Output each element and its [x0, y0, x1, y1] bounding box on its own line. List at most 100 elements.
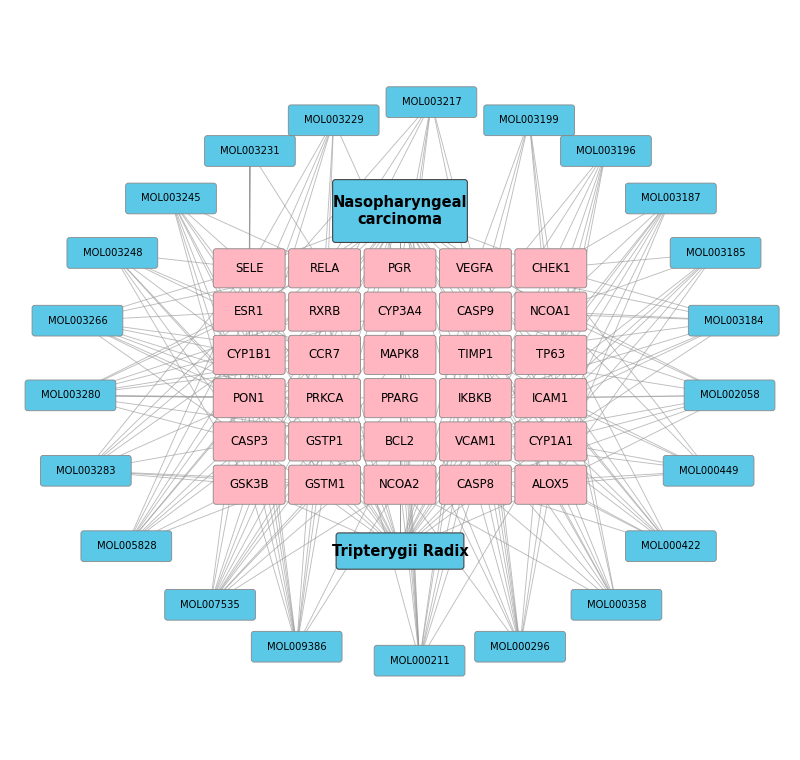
FancyBboxPatch shape	[126, 183, 216, 214]
Text: MOL000296: MOL000296	[490, 641, 550, 652]
Text: CASP9: CASP9	[456, 305, 494, 318]
Text: TP63: TP63	[536, 348, 566, 361]
FancyBboxPatch shape	[214, 335, 285, 375]
Text: IKBKB: IKBKB	[458, 391, 493, 404]
FancyBboxPatch shape	[289, 378, 361, 418]
Text: MOL003231: MOL003231	[220, 146, 280, 156]
Text: MOL007535: MOL007535	[180, 600, 240, 610]
FancyBboxPatch shape	[515, 465, 586, 505]
Text: RXRB: RXRB	[309, 305, 341, 318]
Text: ICAM1: ICAM1	[532, 391, 570, 404]
Text: Nasopharyngeal
carcinoma: Nasopharyngeal carcinoma	[333, 195, 467, 227]
FancyBboxPatch shape	[670, 238, 761, 268]
FancyBboxPatch shape	[515, 335, 586, 375]
Text: NCOA2: NCOA2	[379, 478, 421, 491]
FancyBboxPatch shape	[289, 335, 361, 375]
FancyBboxPatch shape	[515, 422, 586, 461]
Text: MOL002058: MOL002058	[700, 391, 759, 401]
FancyBboxPatch shape	[364, 292, 436, 331]
FancyBboxPatch shape	[214, 465, 285, 505]
Text: MOL003229: MOL003229	[304, 116, 363, 125]
Text: MOL003196: MOL003196	[576, 146, 636, 156]
Text: PON1: PON1	[233, 391, 266, 404]
Text: MOL003248: MOL003248	[82, 248, 142, 258]
FancyBboxPatch shape	[484, 105, 574, 135]
FancyBboxPatch shape	[439, 422, 511, 461]
Text: PRKCA: PRKCA	[306, 391, 344, 404]
FancyBboxPatch shape	[439, 249, 511, 288]
Text: ESR1: ESR1	[234, 305, 264, 318]
FancyBboxPatch shape	[515, 249, 586, 288]
FancyBboxPatch shape	[364, 378, 436, 418]
FancyBboxPatch shape	[364, 465, 436, 505]
FancyBboxPatch shape	[289, 422, 361, 461]
Text: MOL003184: MOL003184	[704, 315, 763, 325]
Text: CYP1A1: CYP1A1	[528, 435, 574, 448]
Text: RELA: RELA	[310, 261, 340, 275]
Text: ALOX5: ALOX5	[532, 478, 570, 491]
FancyBboxPatch shape	[214, 292, 285, 331]
FancyBboxPatch shape	[214, 422, 285, 461]
FancyBboxPatch shape	[289, 249, 361, 288]
Text: MOL000422: MOL000422	[641, 541, 701, 551]
Text: MAPK8: MAPK8	[380, 348, 420, 361]
FancyBboxPatch shape	[205, 135, 295, 166]
Text: MOL000449: MOL000449	[679, 466, 738, 476]
Text: Tripterygii Radix: Tripterygii Radix	[332, 543, 468, 559]
Text: MOL003245: MOL003245	[141, 194, 201, 204]
FancyBboxPatch shape	[663, 455, 754, 486]
FancyBboxPatch shape	[214, 378, 285, 418]
FancyBboxPatch shape	[515, 292, 586, 331]
FancyBboxPatch shape	[289, 292, 361, 331]
Text: BCL2: BCL2	[385, 435, 415, 448]
Text: MOL003280: MOL003280	[41, 391, 100, 401]
FancyBboxPatch shape	[25, 380, 116, 410]
Text: GSTP1: GSTP1	[306, 435, 344, 448]
Text: PPARG: PPARG	[381, 391, 419, 404]
FancyBboxPatch shape	[626, 530, 716, 562]
FancyBboxPatch shape	[336, 533, 464, 569]
Text: VEGFA: VEGFA	[457, 261, 494, 275]
Text: MOL000211: MOL000211	[390, 656, 450, 666]
FancyBboxPatch shape	[214, 249, 285, 288]
Text: NCOA1: NCOA1	[530, 305, 571, 318]
FancyBboxPatch shape	[81, 530, 172, 562]
FancyBboxPatch shape	[439, 292, 511, 331]
Text: CASP8: CASP8	[457, 478, 494, 491]
Text: CHEK1: CHEK1	[531, 261, 570, 275]
Text: MOL003217: MOL003217	[402, 97, 462, 107]
FancyBboxPatch shape	[289, 465, 361, 505]
Text: CASP3: CASP3	[230, 435, 268, 448]
FancyBboxPatch shape	[165, 590, 255, 620]
Text: MOL003199: MOL003199	[499, 116, 559, 125]
Text: PGR: PGR	[388, 261, 412, 275]
Text: MOL000358: MOL000358	[586, 600, 646, 610]
Text: VCAM1: VCAM1	[454, 435, 496, 448]
FancyBboxPatch shape	[41, 455, 131, 486]
FancyBboxPatch shape	[251, 632, 342, 662]
FancyBboxPatch shape	[571, 590, 662, 620]
FancyBboxPatch shape	[474, 632, 566, 662]
Text: CYP3A4: CYP3A4	[378, 305, 422, 318]
Text: GSK3B: GSK3B	[230, 478, 269, 491]
FancyBboxPatch shape	[333, 179, 467, 242]
FancyBboxPatch shape	[439, 465, 511, 505]
FancyBboxPatch shape	[67, 238, 158, 268]
FancyBboxPatch shape	[364, 335, 436, 375]
FancyBboxPatch shape	[684, 380, 775, 410]
FancyBboxPatch shape	[626, 183, 716, 214]
FancyBboxPatch shape	[364, 249, 436, 288]
Text: MOL009386: MOL009386	[267, 641, 326, 652]
FancyBboxPatch shape	[688, 306, 779, 336]
FancyBboxPatch shape	[439, 378, 511, 418]
FancyBboxPatch shape	[32, 306, 123, 336]
Text: MOL003283: MOL003283	[56, 466, 115, 476]
Text: MOL005828: MOL005828	[97, 541, 156, 551]
FancyBboxPatch shape	[386, 87, 477, 118]
Text: CYP1B1: CYP1B1	[226, 348, 272, 361]
Text: MOL003187: MOL003187	[641, 194, 701, 204]
FancyBboxPatch shape	[288, 105, 379, 135]
Text: MOL003185: MOL003185	[686, 248, 746, 258]
FancyBboxPatch shape	[364, 422, 436, 461]
Text: MOL003266: MOL003266	[47, 315, 107, 325]
